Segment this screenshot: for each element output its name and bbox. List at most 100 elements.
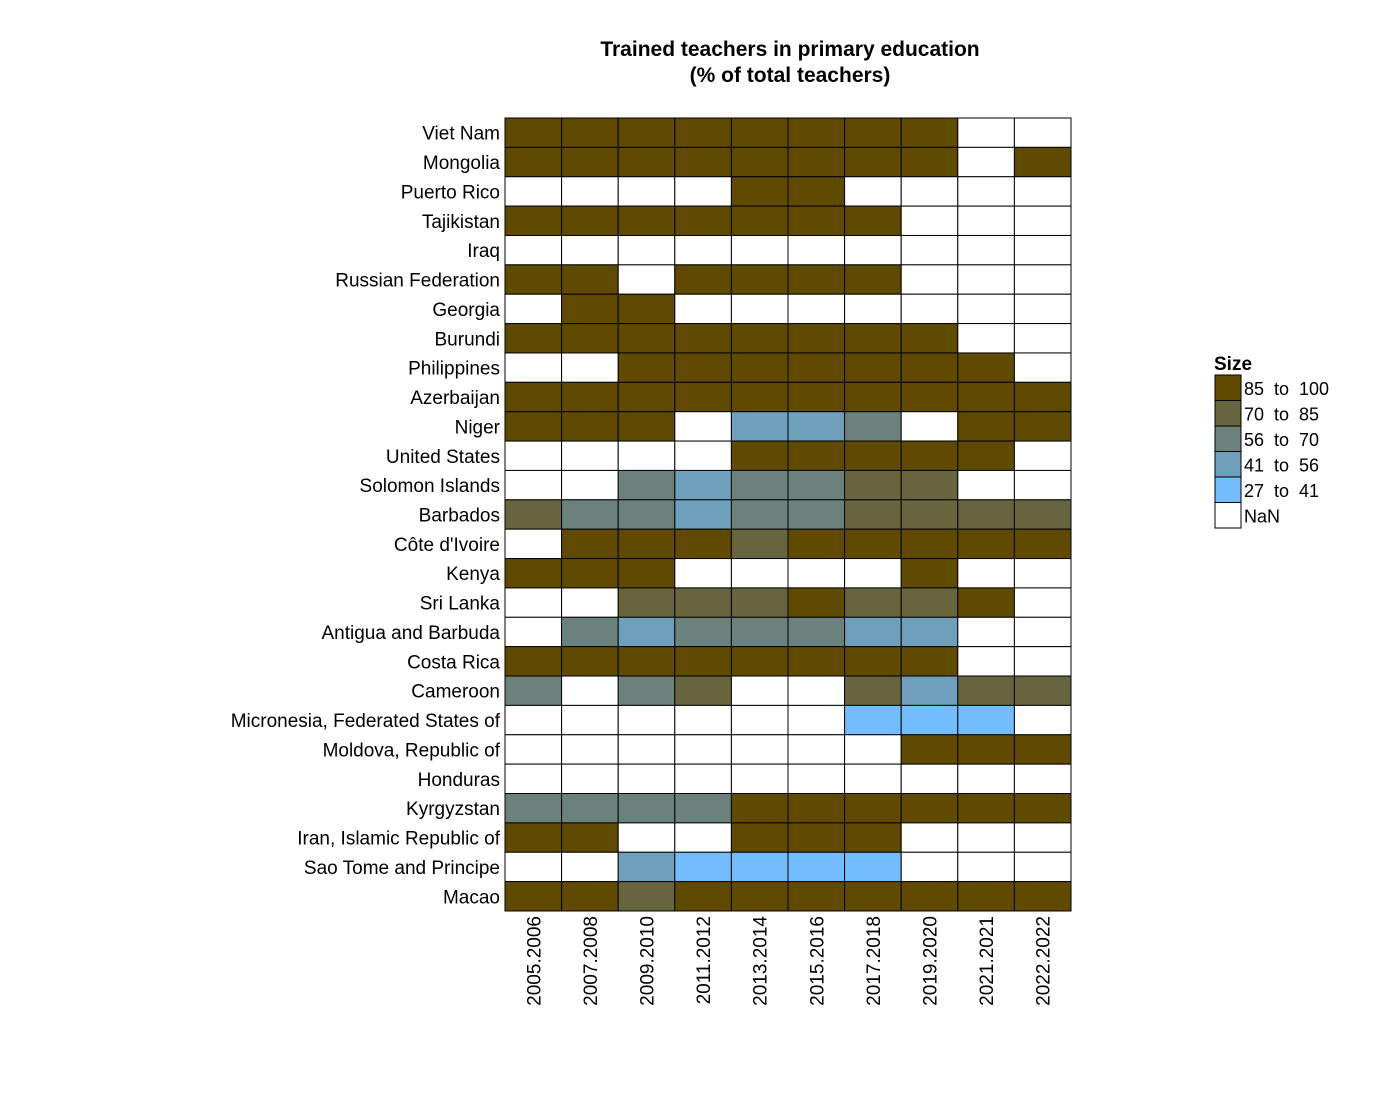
heatmap-cell-niger-2009.2010: [617, 411, 676, 442]
heatmap-cell-cameroon-2007.2008: [561, 675, 619, 706]
heatmap-cell-micronesia-federated-states-of-2022.2022: [1013, 704, 1072, 736]
heatmap-cell-micronesia-federated-states-of-2015.2016: [787, 704, 846, 736]
x-axis-labels: 2005.2006 2007.2008 2009.2010 2011.2012 2013…: [524, 916, 1054, 1006]
heatmap-cell-puerto-rico-2007.2008: [561, 176, 619, 207]
heatmap-cell-sri-lanka-2007.2008: [561, 587, 619, 618]
heatmap-cell-mongolia-2005.2006: [504, 146, 563, 178]
heatmap-cell-sao-tome-and-principe-2021.2021: [957, 851, 1015, 883]
heatmap-cell-puerto-rico-2015.2016: [787, 176, 846, 207]
heatmap-cell-burundi-2013.2014: [730, 323, 789, 354]
heatmap-cell-niger-2022.2022: [1013, 411, 1072, 442]
heatmap-cell-iraq-2011.2012: [674, 234, 732, 266]
heatmap-cell-c-te-d-ivoire-2022.2022: [1013, 528, 1072, 560]
heatmap-cell-sri-lanka-2017.2018: [844, 587, 902, 618]
heatmap-cell-c-te-d-ivoire-2007.2008: [561, 528, 619, 560]
y-tick-label: Antigua and Barbuda: [321, 623, 500, 644]
heatmap-cell-honduras-2011.2012: [674, 763, 732, 795]
y-tick-label: Sao Tome and Principe: [304, 858, 500, 879]
heatmap-cell-niger-2021.2021: [957, 411, 1015, 442]
heatmap-cell-honduras-2019.2020: [900, 763, 959, 795]
y-tick-label: Viet Nam: [422, 124, 500, 145]
heatmap-cell-cameroon-2009.2010: [617, 675, 676, 706]
heatmap-cell-azerbaijan-2019.2020: [900, 381, 959, 413]
heatmap-cell-iraq-2013.2014: [730, 234, 789, 266]
heatmap-cell-solomon-islands-2005.2006: [504, 469, 563, 501]
heatmap-cell-antigua-and-barbuda-2019.2020: [900, 616, 959, 648]
heatmap-cell-costa-rica-2007.2008: [561, 646, 619, 677]
heatmap-cell-mongolia-2013.2014: [730, 146, 789, 178]
heatmap-cell-puerto-rico-2013.2014: [730, 176, 789, 207]
heatmap-cell-tajikistan-2007.2008: [561, 205, 619, 236]
heatmap-cell-iran-islamic-republic-of-2011.2012: [674, 822, 732, 853]
heatmap-cell-niger-2011.2012: [674, 411, 732, 442]
heatmap-cell-antigua-and-barbuda-2013.2014: [730, 616, 789, 648]
heatmap-cell-viet-nam-2009.2010: [617, 117, 676, 148]
heatmap-cell-micronesia-federated-states-of-2021.2021: [957, 704, 1015, 736]
heatmap-cell-micronesia-federated-states-of-2019.2020: [900, 704, 959, 736]
heatmap-cell-moldova-republic-of-2021.2021: [957, 734, 1015, 765]
heatmap-cell-philippines-2005.2006: [504, 352, 563, 383]
heatmap-cell-sao-tome-and-principe-2015.2016: [787, 851, 846, 883]
legend-swatch: [1214, 451, 1242, 478]
heatmap-cell-mongolia-2009.2010: [617, 146, 676, 178]
heatmap-cell-burundi-2019.2020: [900, 323, 959, 354]
heatmap-cell-solomon-islands-2017.2018: [844, 469, 902, 501]
heatmap-cell-cameroon-2005.2006: [504, 675, 563, 706]
heatmap-cell-russian-federation-2015.2016: [787, 264, 846, 295]
heatmap-cell-c-te-d-ivoire-2015.2016: [787, 528, 846, 560]
y-tick-label: Azerbaijan: [410, 388, 500, 409]
heatmap-cell-iran-islamic-republic-of-2022.2022: [1013, 822, 1072, 853]
heatmap-cell-solomon-islands-2015.2016: [787, 469, 846, 501]
heatmap-cell-moldova-republic-of-2022.2022: [1013, 734, 1072, 765]
heatmap-cell-united-states-2009.2010: [617, 440, 676, 471]
heatmap-cell-sao-tome-and-principe-2019.2020: [900, 851, 959, 883]
heatmap-cell-mongolia-2007.2008: [561, 146, 619, 178]
heatmap-cell-niger-2007.2008: [561, 411, 619, 442]
heatmap-cell-burundi-2011.2012: [674, 323, 732, 354]
heatmap-cell-burundi-2007.2008: [561, 323, 619, 354]
heatmap-cell-kenya-2017.2018: [844, 558, 902, 589]
heatmap-cell-burundi-2017.2018: [844, 323, 902, 354]
y-tick-label: Burundi: [435, 329, 501, 350]
heatmap-cell-iraq-2022.2022: [1013, 234, 1072, 266]
heatmap-cell-philippines-2013.2014: [730, 352, 789, 383]
heatmap-cell-c-te-d-ivoire-2009.2010: [617, 528, 676, 560]
heatmap-cell-russian-federation-2005.2006: [504, 264, 563, 295]
heatmap-cell-kyrgyzstan-2007.2008: [561, 793, 619, 824]
heatmap-cell-kyrgyzstan-2011.2012: [674, 793, 732, 824]
heatmap-cell-kenya-2022.2022: [1013, 558, 1072, 589]
legend-label: 85 to 100: [1244, 379, 1329, 399]
heatmap-cell-sri-lanka-2022.2022: [1013, 587, 1072, 618]
heatmap-cell-cameroon-2019.2020: [900, 675, 959, 706]
heatmap-cell-solomon-islands-2013.2014: [730, 469, 789, 501]
heatmap-cell-antigua-and-barbuda-2007.2008: [561, 616, 619, 648]
heatmap-cell-micronesia-federated-states-of-2009.2010: [617, 704, 676, 736]
legend-label: 41 to 56: [1244, 455, 1319, 475]
heatmap-cell-tajikistan-2022.2022: [1013, 205, 1072, 236]
heatmap-cell-russian-federation-2013.2014: [730, 264, 789, 295]
heatmap-cell-sri-lanka-2015.2016: [787, 587, 846, 618]
heatmap-cell-puerto-rico-2005.2006: [504, 176, 563, 207]
heatmap-cell-cameroon-2022.2022: [1013, 675, 1072, 706]
heatmap-cell-tajikistan-2009.2010: [617, 205, 676, 236]
y-tick-label: Iraq: [467, 241, 500, 262]
y-tick-label: Solomon Islands: [360, 476, 500, 497]
heatmap-cell-niger-2005.2006: [504, 411, 563, 442]
heatmap-cell-tajikistan-2013.2014: [730, 205, 789, 236]
heatmap-cell-mongolia-2017.2018: [844, 146, 902, 178]
heatmap-cell-burundi-2015.2016: [787, 323, 846, 354]
heatmap-cell-solomon-islands-2022.2022: [1013, 469, 1072, 501]
heatmap-cell-barbados-2007.2008: [561, 499, 619, 530]
heatmap-cell-burundi-2022.2022: [1013, 323, 1072, 354]
heatmap-cell-azerbaijan-2021.2021: [957, 381, 1015, 413]
heatmap-cell-viet-nam-2021.2021: [957, 117, 1015, 148]
heatmap-cell-costa-rica-2009.2010: [617, 646, 676, 677]
heatmap-cell-georgia-2009.2010: [617, 293, 676, 325]
heatmap-cell-honduras-2022.2022: [1013, 763, 1072, 795]
x-tick-label: 2009.2010: [638, 916, 659, 1006]
x-tick-label: 2022.2022: [1034, 916, 1055, 1006]
heatmap-cell-tajikistan-2017.2018: [844, 205, 902, 236]
y-axis-labels: Viet Nam Mongolia Puerto Rico Tajikistan Ira…: [231, 124, 501, 909]
heatmap-cell-tajikistan-2011.2012: [674, 205, 732, 236]
